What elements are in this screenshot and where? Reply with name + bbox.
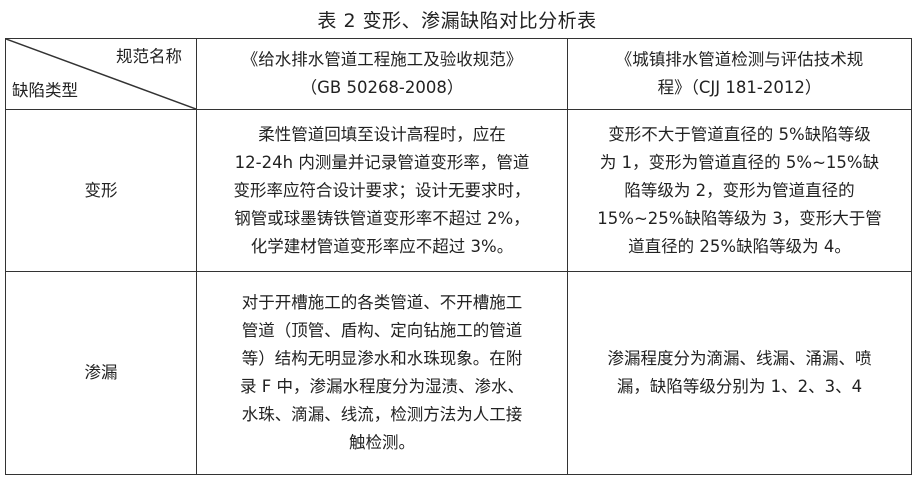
cell-line: 等）结构无明显渗水和水珠现象。在附 [241, 349, 523, 368]
cell-line: 变形不大于管道直径的 5%缺陷等级 [608, 124, 871, 144]
diagonal-divider [6, 39, 196, 109]
cell-line: 陷等级为 2，变形为管道直径的 [624, 180, 855, 200]
cell-line: 录 F 中，渗漏水程度分为湿渍、渗水、 [240, 377, 524, 396]
cell-line: 水珠、滴漏、线流，检测方法为人工接 [241, 405, 523, 424]
corner-top-label: 规范名称 [116, 47, 182, 66]
standard-2-cell: 变形不大于管道直径的 5%缺陷等级 为 1，变形为管道直径的 5%~15%缺 陷… [567, 109, 912, 272]
header-standard-1: 《给水排水管道工程施工及验收规范》 （GB 50268-2008） [196, 38, 568, 110]
header-line: 《给水排水管道工程施工及验收规范》 [241, 50, 523, 69]
standard-1-cell: 柔性管道回填至设计高程时，应在 12-24h 内测量并记录管道变形率，管道 变形… [196, 109, 568, 272]
cell-line: 漏，缺陷等级分别为 1、2、3、4 [616, 377, 863, 396]
table-title: 表 2 变形、渗漏缺陷对比分析表 [317, 10, 597, 32]
cell-line: 对于开槽施工的各类管道、不开槽施工 [241, 293, 523, 312]
cell-line: 渗漏程度分为滴漏、线漏、涌漏、喷 [607, 349, 872, 368]
header-line: 《城镇排水管道检测与评估技术规 [615, 50, 864, 69]
table-row: 渗漏 对于开槽施工的各类管道、不开槽施工 管道（顶管、盾构、定向钻施工的管道 等… [5, 271, 912, 475]
table-row: 变形 柔性管道回填至设计高程时，应在 12-24h 内测量并记录管道变形率，管道… [5, 109, 912, 272]
cell-line: 柔性管道回填至设计高程时，应在 [258, 124, 506, 144]
cell-line: 12-24h 内测量并记录管道变形率，管道 [234, 152, 530, 172]
corner-header-cell: 规范名称 缺陷类型 [5, 38, 197, 110]
cell-line: 钢管或球墨铸铁管道变形率不超过 2%， [234, 208, 530, 228]
header-line: （GB 50268-2008） [300, 78, 464, 97]
cell-line: 15%~25%缺陷等级为 3，变形大于管 [597, 208, 882, 228]
cell-line: 管道（顶管、盾构、定向钻施工的管道 [241, 321, 523, 340]
defect-type-cell: 变形 [5, 109, 197, 272]
header-standard-2: 《城镇排水管道检测与评估技术规 程》（CJJ 181-2012） [567, 38, 912, 110]
standard-2-cell: 渗漏程度分为滴漏、线漏、涌漏、喷 漏，缺陷等级分别为 1、2、3、4 [567, 271, 912, 475]
defect-type-cell: 渗漏 [5, 271, 197, 475]
comparison-table: 规范名称 缺陷类型 《给水排水管道工程施工及验收规范》 （GB 50268-20… [5, 38, 912, 475]
corner-bottom-label: 缺陷类型 [12, 81, 78, 100]
cell-line: 触检测。 [349, 433, 415, 452]
header-line: 程》（CJJ 181-2012） [657, 78, 822, 97]
cell-line: 变形率应符合设计要求；设计无要求时， [233, 180, 531, 200]
cell-line: 道直径的 25%缺陷等级为 4。 [628, 236, 851, 256]
cell-line: 为 1，变形为管道直径的 5%~15%缺 [599, 152, 880, 172]
table-header-row: 规范名称 缺陷类型 《给水排水管道工程施工及验收规范》 （GB 50268-20… [5, 38, 912, 110]
cell-line: 化学建材管道变形率应不超过 3%。 [250, 236, 514, 256]
standard-1-cell: 对于开槽施工的各类管道、不开槽施工 管道（顶管、盾构、定向钻施工的管道 等）结构… [196, 271, 568, 475]
